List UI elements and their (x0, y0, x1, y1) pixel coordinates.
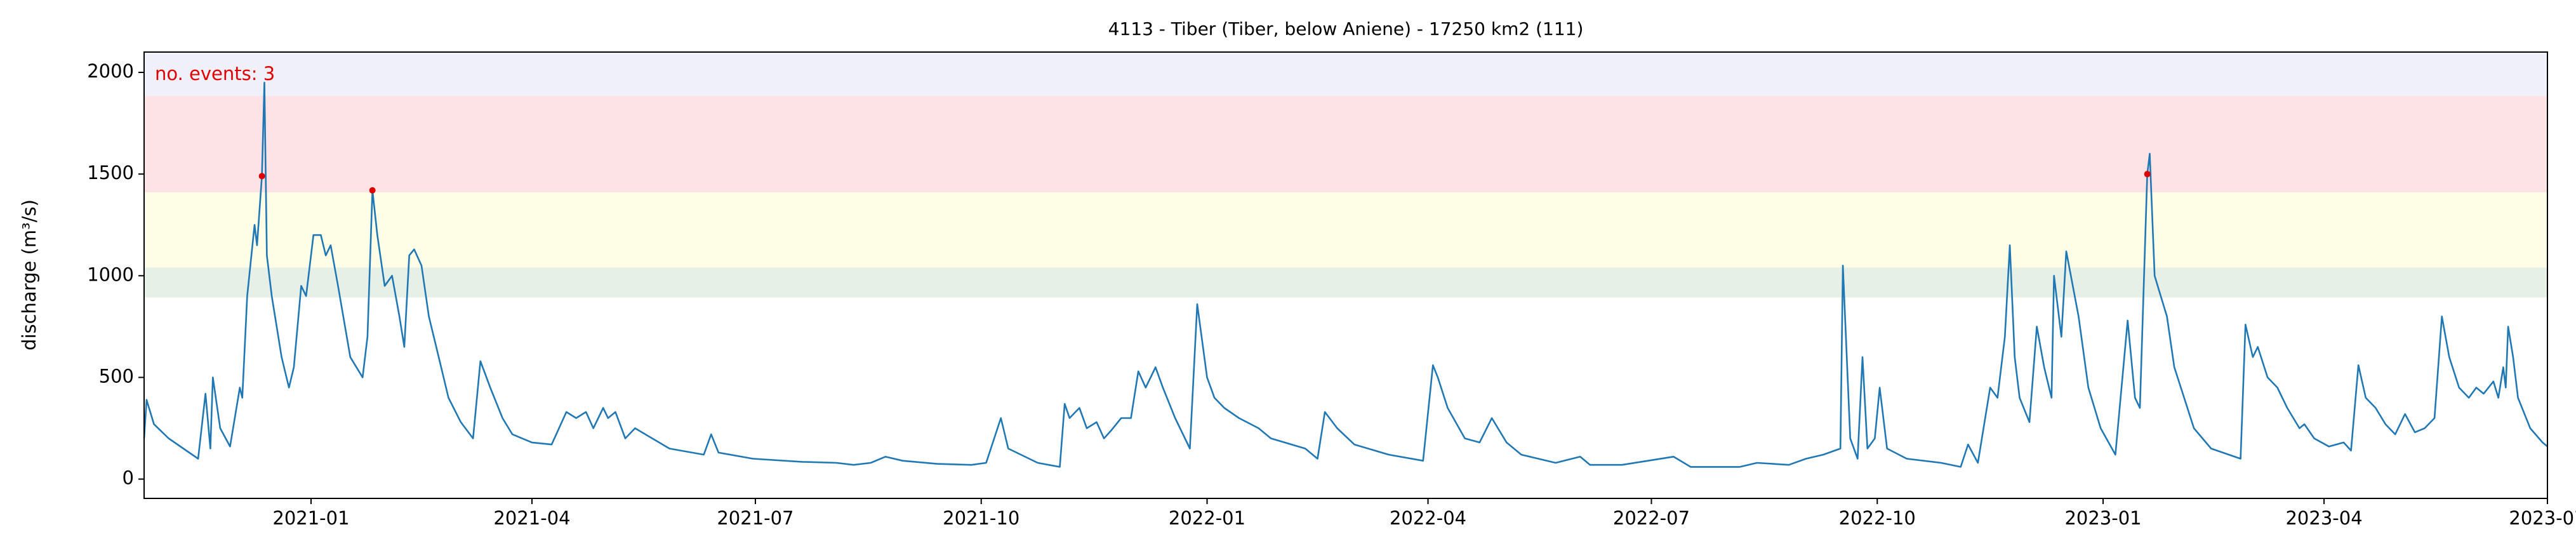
threshold-band (144, 267, 2547, 298)
x-tick-label: 2021-10 (943, 507, 1019, 529)
threshold-band (144, 192, 2547, 268)
y-tick-label: 0 (123, 467, 134, 489)
y-tick-label: 1500 (87, 162, 134, 183)
x-tick-label: 2021-01 (272, 507, 349, 529)
x-tick-label: 2023-07 (2509, 507, 2576, 529)
y-axis-label: discharge (m³/s) (18, 199, 40, 350)
y-tick-label: 2000 (87, 60, 134, 82)
chart-title: 4113 - Tiber (Tiber, below Aniene) - 172… (1108, 18, 1584, 39)
x-tick-label: 2022-04 (1390, 507, 1466, 529)
y-tick-label: 1000 (87, 263, 134, 285)
x-tick-label: 2022-10 (1839, 507, 1916, 529)
x-tick-label: 2023-01 (2064, 507, 2141, 529)
plot-frame (143, 51, 2548, 499)
discharge-line (143, 81, 2548, 468)
event-marker (2144, 171, 2151, 178)
x-tick-label: 2023-04 (2285, 507, 2362, 529)
threshold-band (144, 52, 2547, 96)
threshold-band (144, 95, 2547, 192)
event-marker (258, 173, 265, 180)
y-tick-label: 500 (99, 365, 134, 387)
x-tick-label: 2022-07 (1613, 507, 1690, 529)
x-tick-label: 2021-07 (717, 507, 793, 529)
x-tick-label: 2021-04 (493, 507, 570, 529)
event-marker (369, 187, 376, 194)
events-annotation: no. events: 3 (155, 63, 275, 84)
x-tick-label: 2022-01 (1169, 507, 1245, 529)
